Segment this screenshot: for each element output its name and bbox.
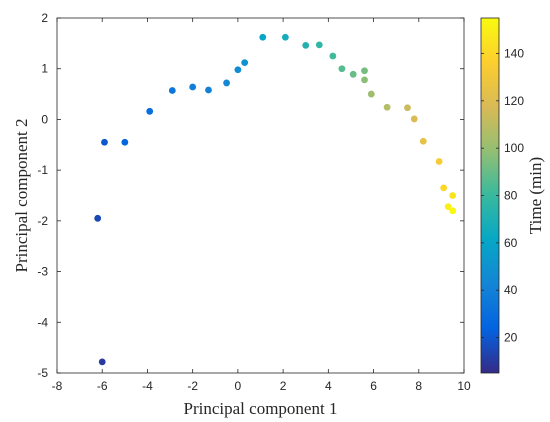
data-point — [315, 41, 323, 49]
y-tick-label: 1 — [41, 62, 48, 76]
data-point — [419, 137, 427, 145]
data-point — [281, 33, 289, 41]
colorbar-tick-label: 20 — [504, 331, 518, 345]
data-point — [404, 104, 411, 112]
x-tick-label: 8 — [415, 379, 422, 393]
x-tick-label: -2 — [187, 379, 198, 393]
plot-area: -8 -6 -4 -2 0 2 4 6 8 10 -5 -4 -3 -2 -1 0 1 2 — [37, 11, 471, 393]
x-axis-title: Principal component 1 — [184, 399, 338, 418]
data-point — [234, 66, 242, 74]
x-tick-label: 6 — [370, 379, 377, 393]
x-tick-label: -6 — [97, 379, 108, 393]
data-point — [383, 103, 391, 111]
y-tick-label: -1 — [37, 163, 48, 177]
x-tick-label: 10 — [457, 379, 471, 393]
colorbar-tick-label: 40 — [504, 283, 518, 297]
data-point — [121, 138, 129, 146]
plot-frame — [56, 17, 465, 374]
data-point — [101, 138, 108, 146]
y-axis-ticks: -5 -4 -3 -2 -1 0 1 2 — [37, 11, 464, 380]
data-point — [338, 65, 346, 73]
x-tick-label: 2 — [280, 379, 287, 393]
x-tick-label: 0 — [235, 379, 242, 393]
data-point — [349, 70, 357, 78]
colorbar-tick-label: 60 — [504, 236, 518, 250]
data-point — [94, 214, 102, 222]
data-point — [444, 203, 452, 211]
y-tick-label: 2 — [41, 11, 48, 25]
colorbar-ticks: 20 40 60 80 100 120 140 — [481, 47, 524, 345]
colorbar-tick-label: 80 — [504, 189, 518, 203]
data-point — [98, 358, 106, 366]
data-point — [329, 52, 337, 60]
data-point — [449, 207, 457, 215]
y-tick-label: -4 — [37, 315, 48, 329]
data-point — [259, 33, 267, 41]
x-tick-label: -8 — [52, 379, 63, 393]
data-point — [449, 192, 457, 199]
data-point — [410, 115, 418, 123]
colorbar-tick-label: 120 — [504, 94, 524, 108]
y-tick-label: 0 — [41, 112, 48, 126]
x-tick-label: 4 — [325, 379, 332, 393]
colorbar: 20 40 60 80 100 120 140 Time (min) — [480, 17, 545, 374]
y-tick-label: -3 — [37, 265, 48, 279]
data-point — [241, 59, 249, 67]
x-tick-label: -4 — [142, 379, 153, 393]
data-point — [302, 41, 310, 49]
data-point — [223, 79, 230, 87]
data-point — [361, 76, 368, 84]
y-tick-label: -2 — [37, 214, 48, 228]
colorbar-title: Time (min) — [526, 157, 545, 234]
data-point — [361, 67, 368, 75]
data-point — [146, 107, 154, 115]
y-tick-label: -5 — [37, 366, 48, 380]
data-point — [205, 86, 212, 94]
data-point — [189, 83, 197, 91]
data-point — [367, 90, 375, 98]
y-axis-title: Principal component 2 — [12, 119, 31, 273]
colorbar-tick-label: 100 — [504, 141, 524, 155]
x-axis-ticks: -8 -6 -4 -2 0 2 4 6 8 10 — [52, 18, 471, 393]
data-point — [435, 158, 443, 165]
data-point — [440, 184, 448, 192]
scatter-points — [94, 33, 457, 366]
colorbar-gradient — [481, 18, 499, 373]
data-point — [168, 87, 176, 94]
colorbar-tick-label: 140 — [504, 47, 524, 61]
